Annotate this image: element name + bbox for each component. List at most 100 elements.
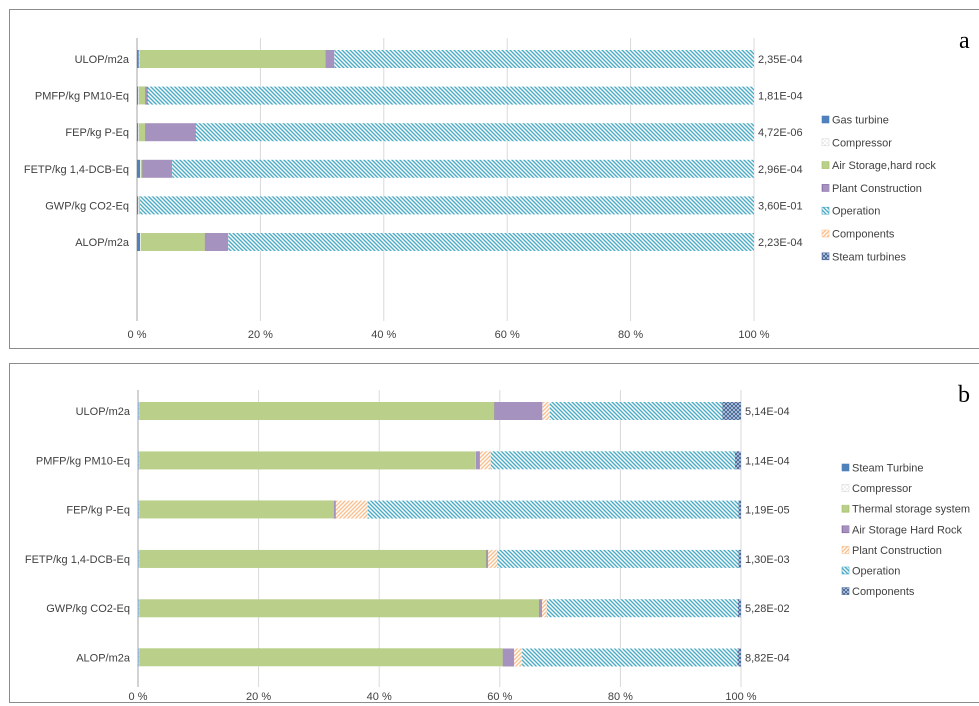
bar-segment-plant-construction [139,196,141,215]
bar-segment-operation [490,451,735,470]
bar-segment-air-storage-hard-rock [333,500,336,519]
bar-segment-compressor [138,123,139,142]
bar-segment-steam-turbine [138,402,139,420]
bar-segment-operation [522,648,738,667]
category-label: FETP/kg 1,4-DCB-Eq [24,164,129,176]
bar-segment-air-storage-hard-rock [140,159,143,178]
total-value-label: 1,30E-03 [745,554,790,566]
category-label: FEP/kg P-Eq [66,505,130,517]
bar-segment-plant-construction [542,599,547,618]
legend-swatch [841,566,850,575]
bar-segment-gas-turbine [137,196,139,215]
total-value-label: 5,14E-04 [745,406,790,418]
bar-segment-gas-turbine [137,159,141,178]
bar-segment-plant-construction [542,402,550,420]
x-tick-label: 40 % [371,329,396,341]
legend-swatch [821,206,830,215]
legend-swatch [821,161,830,169]
bar-segment-air-storage-hard-rock [139,50,326,68]
bar-segment-components [737,599,741,618]
x-tick-label: 0 % [129,691,148,702]
total-value-label: 4,72E-06 [758,127,803,139]
total-value-label: 1,81E-04 [758,91,803,103]
bar-segment-air-storage-hard-rock [138,196,140,215]
bar-segment-operation [334,50,754,68]
panel-label-a: a [959,28,970,54]
bar-segment-steam-turbine [138,648,139,667]
chart-a-svg: 0 % 20 % 40 % 60 % 80 % 100 % ULOP/m2a 2,35E-04… [24,38,936,341]
bar-segment-operation [367,500,739,519]
bar-segment-compressor [138,451,140,470]
legend-swatch [821,184,830,192]
bar-segment-plant-construction [479,451,491,470]
bar-segment-steam-turbine [138,549,139,568]
bar-segment-plant-construction [514,648,523,667]
legend-label: Components [832,229,895,241]
x-tick-label: 60 % [487,691,512,702]
bar-segment-plant-construction [145,123,196,142]
category-label: FEP/kg P-Eq [65,127,129,139]
bar-segment-operation [195,123,755,142]
bar-segment-operation [172,159,754,178]
bar-segment-compressor [138,50,140,68]
bar-segment-operation [147,86,754,105]
bar-segment-plant-construction [325,50,335,68]
legend-label: Gas turbine [832,115,889,127]
bar-segment-compressor [138,599,140,618]
legend-label: Thermal storage system [852,504,970,516]
legend-label: Compressor [852,483,912,495]
bar-segment-compressor [140,159,141,178]
legend-label: Plant Construction [832,183,922,195]
category-label: ULOP/m2a [76,406,131,418]
legend-swatch [841,525,850,534]
bar-segment-plant-construction [335,500,368,519]
legend-swatch [821,115,830,124]
total-value-label: 8,82E-04 [745,653,790,665]
total-value-label: 2,96E-04 [758,164,803,176]
bar-segment-thermal-storage-system [139,549,487,568]
legend-label: Steam turbines [832,251,906,263]
legend-swatch [821,252,830,261]
panel-label-b: b [958,382,970,408]
total-value-label: 1,19E-05 [745,505,790,517]
bar-segment-gas-turbine [137,50,139,68]
category-label: ALOP/m2a [76,653,131,665]
x-tick-label: 20 % [246,691,271,702]
legend-label: Operation [852,566,900,578]
bar-segment-gas-turbine [137,123,139,142]
legend-label: Air Storage,hard rock [832,160,936,172]
total-value-label: 2,35E-04 [758,54,803,66]
bar-segment-air-storage-hard-rock [140,233,205,251]
x-tick-label: 0 % [128,329,147,341]
bar-segment-operation [140,196,754,215]
x-tick-label: 40 % [367,691,392,702]
bar-segment-steam-turbine [138,500,139,519]
legend-swatch [821,138,830,147]
bar-segment-air-storage-hard-rock [138,123,146,142]
legend-swatch [841,546,850,554]
bar-segment-components [738,549,741,568]
bar-segment-thermal-storage-system [139,599,539,618]
bar-segment-operation [546,599,738,618]
x-tick-label: 100 % [738,329,769,341]
legend-label: Plant Construction [852,545,942,557]
chart-b-svg: 0 % 20 % 40 % 60 % 80 % 100 % ULOP/m2a 5,14E-04… [25,390,970,702]
total-value-label: 5,28E-02 [745,603,790,615]
bar-segment-thermal-storage-system [139,451,476,470]
bar-segment-plant-construction [204,233,229,251]
category-label: FETP/kg 1,4-DCB-Eq [25,554,130,566]
x-tick-label: 80 % [608,691,633,702]
category-label: GWP/kg CO2-Eq [45,200,129,212]
category-label: PMFP/kg PM10-Eq [35,91,129,103]
bar-segment-compressor [138,500,140,519]
category-label: ULOP/m2a [75,54,130,66]
bar-segment-operation [549,402,723,420]
bar-segment-components [734,451,741,470]
legend-swatch [841,587,850,595]
bar-segment-air-storage-hard-rock [538,599,543,618]
x-tick-label: 60 % [495,329,520,341]
bar-segment-thermal-storage-system [139,648,503,667]
bar-segment-steam-turbine [138,451,139,470]
bar-segment-compressor [138,549,140,568]
total-value-label: 2,23E-04 [758,237,803,249]
